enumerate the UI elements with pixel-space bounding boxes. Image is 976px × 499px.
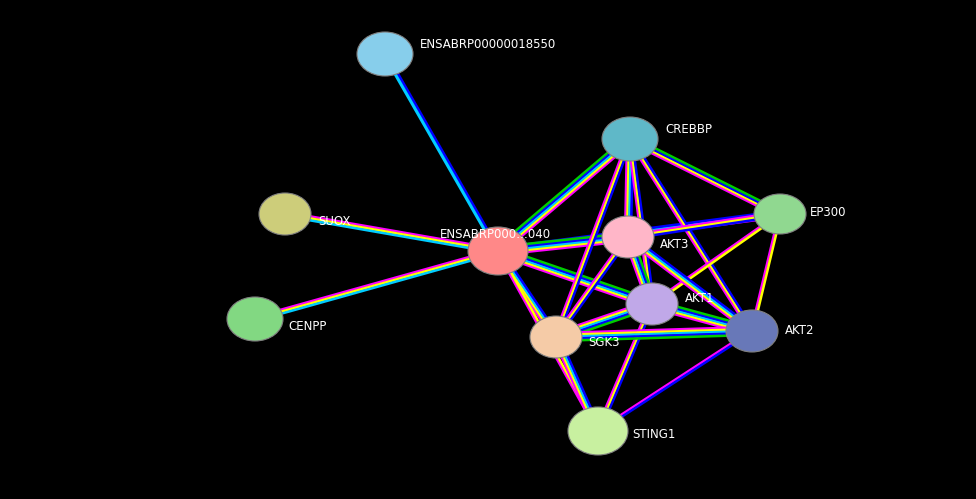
Ellipse shape bbox=[357, 32, 413, 76]
Ellipse shape bbox=[259, 193, 311, 235]
Text: STING1: STING1 bbox=[632, 428, 675, 441]
Text: SGK3: SGK3 bbox=[588, 335, 620, 348]
Text: AKT3: AKT3 bbox=[660, 238, 689, 250]
Text: AKT2: AKT2 bbox=[785, 324, 815, 337]
Text: AKT1: AKT1 bbox=[685, 292, 714, 305]
Ellipse shape bbox=[602, 216, 654, 258]
Text: CREBBP: CREBBP bbox=[665, 122, 712, 136]
Ellipse shape bbox=[602, 117, 658, 161]
Ellipse shape bbox=[568, 407, 628, 455]
Text: ENSABRP000…040: ENSABRP000…040 bbox=[440, 228, 551, 241]
Text: CENPP: CENPP bbox=[288, 319, 326, 332]
Ellipse shape bbox=[530, 316, 582, 358]
Ellipse shape bbox=[227, 297, 283, 341]
Ellipse shape bbox=[626, 283, 678, 325]
Text: SUOX: SUOX bbox=[318, 215, 350, 228]
Ellipse shape bbox=[726, 310, 778, 352]
Text: EP300: EP300 bbox=[810, 206, 846, 219]
Ellipse shape bbox=[468, 227, 528, 275]
Text: ENSABRP00000018550: ENSABRP00000018550 bbox=[420, 37, 556, 50]
Ellipse shape bbox=[754, 194, 806, 234]
